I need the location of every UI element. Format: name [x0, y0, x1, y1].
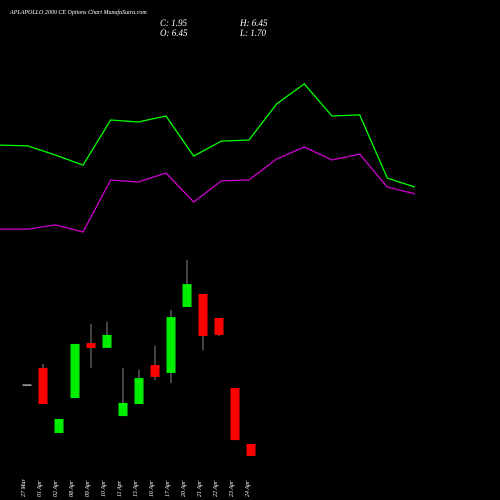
candle-body — [166, 317, 176, 373]
x-tick-label: 01 Apr — [37, 480, 43, 497]
x-tick-label: 17 Apr — [165, 480, 171, 497]
candle-body — [70, 343, 80, 399]
candle-body — [86, 343, 96, 348]
x-tick-label: 09 Apr — [85, 480, 91, 497]
x-tick-label: 22 Apr — [213, 480, 219, 497]
x-tick-label: 08 Apr — [69, 480, 75, 497]
candle-body — [134, 378, 144, 404]
indicator-line — [0, 146, 416, 233]
x-tick-label: 10 Apr — [101, 480, 107, 497]
x-tick-label: 15 Apr — [133, 480, 139, 497]
open-label: O: 6.45 — [160, 28, 188, 38]
candle-body — [22, 384, 32, 386]
x-tick-label: 23 Apr — [229, 480, 235, 497]
close-label: C: 1.95 — [160, 18, 188, 28]
candle-body — [150, 365, 160, 377]
candle-body — [246, 444, 256, 456]
candle-body — [54, 418, 64, 434]
indicator-line — [0, 83, 416, 188]
x-tick-label: 27 Mar — [21, 479, 27, 497]
x-tick-label: 02 Apr — [53, 480, 59, 497]
high-label: H: 6.45 — [239, 18, 268, 28]
chart-title: APLAPOLLO 2000 CE Options Chart MunafaSu… — [9, 9, 147, 16]
candle-body — [118, 402, 128, 417]
x-tick-label: 20 Apr — [181, 480, 187, 497]
candle-body — [230, 387, 240, 441]
x-tick-label: 24 Apr — [244, 480, 251, 497]
x-tick-label: 11 Apr — [117, 480, 123, 497]
candle-body — [198, 294, 208, 337]
low-label: L: 1.70 — [239, 28, 267, 38]
candle-body — [102, 334, 112, 348]
x-tick-label: 16 Apr — [149, 480, 155, 497]
x-tick-label: 21 Apr — [197, 480, 203, 497]
candle-body — [182, 284, 192, 307]
candle-body — [214, 317, 224, 335]
candle-body — [38, 367, 48, 404]
